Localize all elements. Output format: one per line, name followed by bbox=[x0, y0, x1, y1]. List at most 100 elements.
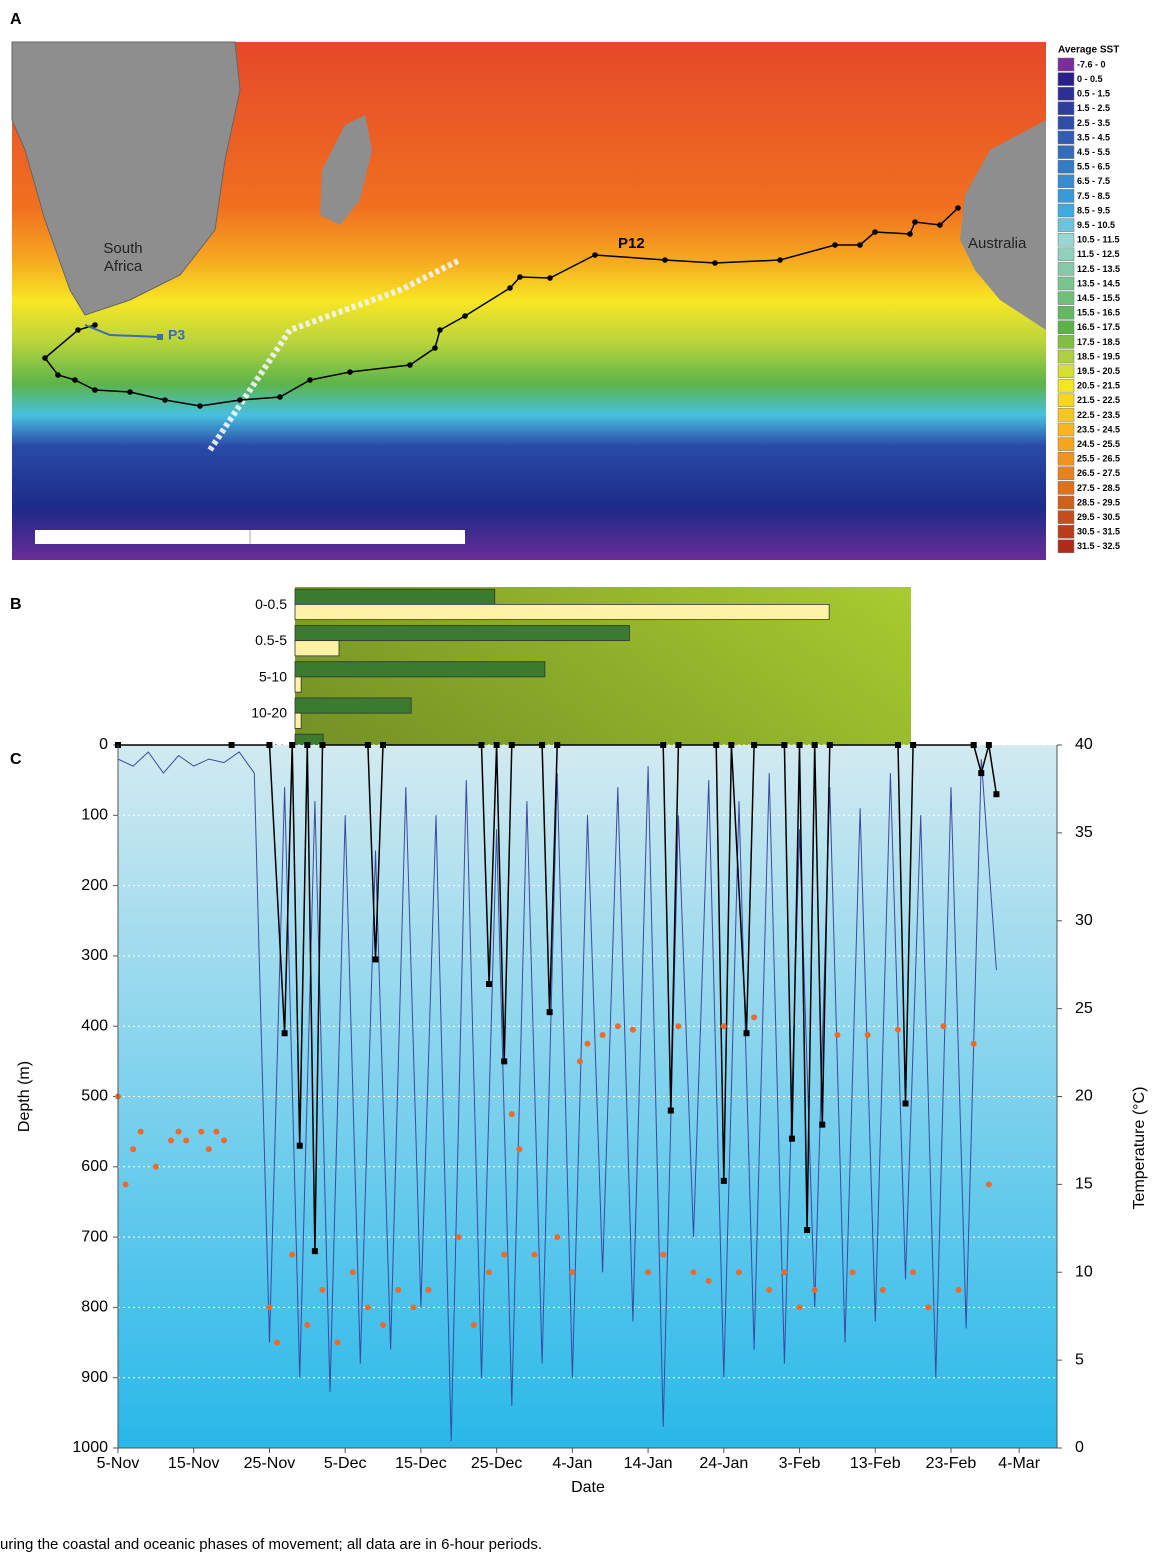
legend-swatch bbox=[1057, 189, 1075, 203]
x-tick-label: 4-Mar bbox=[998, 1455, 1040, 1472]
track-dot bbox=[127, 389, 133, 395]
y-tick-label: 600 bbox=[81, 1158, 108, 1175]
legend-swatch bbox=[1057, 422, 1075, 437]
dive-marker bbox=[289, 742, 296, 748]
temperature-point bbox=[221, 1137, 228, 1144]
x-tick-label: 4-Jan bbox=[552, 1455, 592, 1472]
temperature-point bbox=[629, 1026, 636, 1033]
temperature-point bbox=[304, 1321, 311, 1328]
track-dot bbox=[592, 252, 598, 258]
temperature-point bbox=[137, 1128, 144, 1135]
legend-swatch bbox=[1057, 276, 1075, 291]
australia bbox=[960, 120, 1046, 330]
temperature-point bbox=[735, 1269, 742, 1276]
temperature-point bbox=[796, 1304, 803, 1311]
track-dot bbox=[72, 377, 78, 383]
place-label: South Africa bbox=[103, 240, 143, 275]
panel-letter: B bbox=[10, 596, 22, 613]
legend-label: 23.5 - 24.5 bbox=[1077, 424, 1120, 434]
legend-swatch bbox=[1057, 378, 1075, 393]
track-dot bbox=[437, 327, 443, 333]
legend-swatch bbox=[1057, 510, 1075, 524]
track-dot bbox=[432, 345, 438, 351]
legend-label: 9.5 - 10.5 bbox=[1077, 220, 1115, 230]
temperature-point bbox=[925, 1304, 932, 1311]
y-axis-label: Depth (m) bbox=[16, 1061, 33, 1132]
legend-swatch bbox=[1057, 145, 1075, 159]
legend-label: 10.5 - 11.5 bbox=[1077, 235, 1120, 245]
bar bbox=[294, 625, 630, 642]
y-tick-label: 10-20 bbox=[251, 705, 287, 721]
temperature-point bbox=[289, 1251, 296, 1258]
legend-label: 15.5 - 16.5 bbox=[1077, 308, 1120, 318]
dive-marker bbox=[304, 742, 311, 748]
dive-marker bbox=[660, 742, 667, 748]
temperature-point bbox=[584, 1040, 591, 1047]
y-tick-label: 400 bbox=[81, 1017, 108, 1034]
x-tick-label: 14-Jan bbox=[624, 1455, 673, 1472]
temperature-point bbox=[781, 1269, 788, 1276]
legend-swatch bbox=[1057, 291, 1075, 305]
legend-label: 17.5 - 18.5 bbox=[1077, 337, 1120, 347]
bar bbox=[294, 712, 302, 729]
legend-swatch bbox=[1057, 86, 1075, 101]
legend-swatch bbox=[1057, 174, 1075, 189]
dive-marker bbox=[788, 1135, 795, 1142]
dive-marker bbox=[228, 742, 235, 748]
temperature-point bbox=[751, 1014, 758, 1021]
temperature-point bbox=[486, 1269, 493, 1276]
dive-marker bbox=[743, 1030, 750, 1037]
dive-marker bbox=[311, 1248, 318, 1255]
temperature-point bbox=[425, 1286, 432, 1293]
legend-swatch bbox=[1057, 232, 1075, 247]
dive-marker bbox=[781, 742, 788, 748]
track-dot bbox=[872, 229, 878, 235]
x-tick-label: 5-Nov bbox=[97, 1455, 140, 1472]
madagascar bbox=[320, 115, 372, 225]
dive-marker bbox=[811, 742, 818, 748]
legend-swatch bbox=[1057, 218, 1075, 232]
legend-label: 29.5 - 30.5 bbox=[1077, 512, 1120, 522]
temperature-point bbox=[849, 1269, 856, 1276]
legend-swatch bbox=[1057, 466, 1075, 481]
dive-marker bbox=[508, 742, 515, 748]
track-dot bbox=[92, 322, 98, 328]
track-dot bbox=[55, 372, 61, 378]
legend-label: 5.5 - 6.5 bbox=[1077, 162, 1110, 172]
track-dot bbox=[347, 369, 353, 375]
temperature-point bbox=[168, 1137, 175, 1144]
temperature-point bbox=[334, 1339, 341, 1346]
y2-tick-label: 15 bbox=[1075, 1176, 1093, 1193]
legend-label: 1.5 - 2.5 bbox=[1077, 103, 1110, 113]
y-tick-label: 900 bbox=[81, 1369, 108, 1386]
legend-swatch bbox=[1057, 495, 1075, 510]
temperature-point bbox=[205, 1146, 212, 1153]
legend-label: 18.5 - 19.5 bbox=[1077, 351, 1120, 361]
y2-tick-label: 0 bbox=[1075, 1439, 1084, 1456]
dive-marker bbox=[667, 1107, 674, 1114]
dive-marker bbox=[902, 1100, 909, 1107]
dive-marker bbox=[993, 791, 1000, 798]
temperature-point bbox=[554, 1234, 561, 1241]
temperature-point bbox=[834, 1031, 841, 1038]
track-dot bbox=[277, 394, 283, 400]
temperature-point bbox=[599, 1031, 606, 1038]
legend-label: 24.5 - 25.5 bbox=[1077, 439, 1120, 449]
dive-marker bbox=[501, 1058, 508, 1065]
track-dot bbox=[197, 403, 203, 409]
y-tick-label: 0 bbox=[99, 736, 108, 753]
dive-marker bbox=[751, 742, 758, 748]
legend-swatch bbox=[1057, 203, 1075, 218]
temperature-point bbox=[516, 1146, 523, 1153]
africa bbox=[11, 41, 241, 316]
dive-marker bbox=[894, 742, 901, 748]
legend-label: 31.5 - 32.5 bbox=[1077, 541, 1120, 551]
temperature-point bbox=[705, 1278, 712, 1285]
y2-tick-label: 30 bbox=[1075, 912, 1093, 929]
dive-marker bbox=[319, 742, 326, 748]
dive-marker bbox=[266, 742, 273, 748]
dive-marker bbox=[978, 770, 985, 777]
temperature-point bbox=[955, 1286, 962, 1293]
depth-line bbox=[117, 751, 997, 1442]
